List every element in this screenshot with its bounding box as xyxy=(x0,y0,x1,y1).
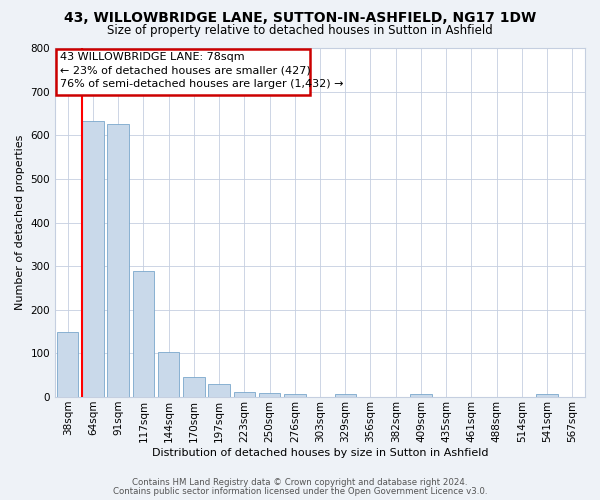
Bar xyxy=(158,352,179,397)
Text: 43 WILLOWBRIDGE LANE: 78sqm: 43 WILLOWBRIDGE LANE: 78sqm xyxy=(60,52,245,62)
Bar xyxy=(82,122,104,397)
Bar xyxy=(183,377,205,397)
Text: Contains public sector information licensed under the Open Government Licence v3: Contains public sector information licen… xyxy=(113,487,487,496)
Bar xyxy=(57,332,79,397)
Bar xyxy=(56,50,310,94)
Bar xyxy=(284,394,305,397)
Bar xyxy=(107,124,129,397)
Bar xyxy=(410,394,431,397)
Bar xyxy=(335,394,356,397)
Text: Contains HM Land Registry data © Crown copyright and database right 2024.: Contains HM Land Registry data © Crown c… xyxy=(132,478,468,487)
Text: 76% of semi-detached houses are larger (1,432) →: 76% of semi-detached houses are larger (… xyxy=(60,79,344,89)
Text: 43, WILLOWBRIDGE LANE, SUTTON-IN-ASHFIELD, NG17 1DW: 43, WILLOWBRIDGE LANE, SUTTON-IN-ASHFIEL… xyxy=(64,11,536,25)
X-axis label: Distribution of detached houses by size in Sutton in Ashfield: Distribution of detached houses by size … xyxy=(152,448,488,458)
Bar xyxy=(259,392,280,397)
Bar xyxy=(208,384,230,397)
Text: Size of property relative to detached houses in Sutton in Ashfield: Size of property relative to detached ho… xyxy=(107,24,493,37)
Bar xyxy=(536,394,558,397)
Text: ← 23% of detached houses are smaller (427): ← 23% of detached houses are smaller (42… xyxy=(60,66,311,76)
Y-axis label: Number of detached properties: Number of detached properties xyxy=(15,135,25,310)
Bar xyxy=(133,272,154,397)
Bar xyxy=(233,392,255,397)
